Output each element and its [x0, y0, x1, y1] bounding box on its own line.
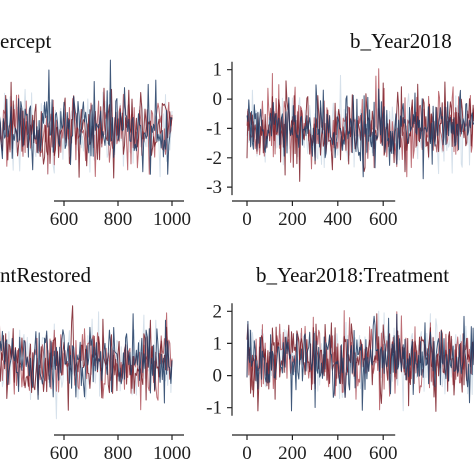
- panel-title-year2018: b_Year2018: [350, 29, 452, 53]
- x-ticks-treatment-restored: 600 800 1000: [50, 443, 191, 464]
- x-tick-label: 600: [369, 209, 398, 230]
- x-tick-label: 400: [324, 209, 353, 230]
- y-tick-label: -2: [206, 148, 222, 169]
- panel-intercept: ercept 600 800 1000: [0, 29, 191, 230]
- traces-intercept: [0, 59, 173, 179]
- panel-treatment-restored: ntRestored 600 800 1000: [0, 263, 191, 464]
- traces-year2018-treatment: [246, 310, 474, 412]
- y-tick-label: -1: [206, 118, 222, 139]
- y-ticks-year2018-treatment: 2 1 0 -1: [206, 301, 222, 418]
- chain-trace-3: [0, 305, 173, 411]
- x-tick-label: 200: [278, 209, 307, 230]
- panel-title-treatment-restored: ntRestored: [0, 263, 91, 287]
- x-ticks-year2018-treatment: 0 200 400 600: [242, 443, 397, 464]
- chain-trace-2: [246, 68, 474, 178]
- traces-year2018: [246, 68, 474, 182]
- x-tick-label: 600: [369, 443, 398, 464]
- y-tick-label: 0: [213, 89, 223, 110]
- chain-trace-4: [246, 313, 474, 412]
- axis-year2018: [227, 61, 396, 206]
- x-tick-label: 600: [50, 209, 79, 230]
- panel-year2018: b_Year2018 0 200 400 600 1 0 -1 -2 -3: [206, 29, 474, 230]
- x-ticks-year2018: 0 200 400 600: [242, 209, 397, 230]
- x-tick-label: 0: [242, 443, 252, 464]
- axis-intercept: [54, 200, 184, 206]
- chain-trace-3: [0, 81, 173, 179]
- x-tick-label: 0: [242, 209, 252, 230]
- y-tick-label: 2: [213, 301, 223, 322]
- y-tick-label: 1: [213, 333, 223, 354]
- chain-trace-4: [0, 59, 173, 175]
- x-tick-label: 800: [104, 443, 133, 464]
- chain-trace-3: [246, 313, 474, 412]
- x-tick-label: 200: [278, 443, 307, 464]
- panel-title-year2018-treatment: b_Year2018:Treatment: [256, 263, 449, 287]
- y-tick-label: -3: [206, 177, 222, 198]
- axis-year2018-treatment: [227, 303, 396, 440]
- y-ticks-year2018: 1 0 -1 -2 -3: [206, 60, 222, 198]
- x-tick-label: 400: [324, 443, 353, 464]
- x-tick-label: 1000: [153, 209, 191, 230]
- x-tick-label: 1000: [153, 443, 191, 464]
- traces-treatment-restored: [0, 305, 173, 420]
- chain-trace-4: [246, 84, 474, 180]
- y-tick-label: -1: [206, 398, 222, 419]
- y-tick-label: 1: [213, 60, 223, 81]
- chain-trace-4: [0, 313, 173, 404]
- y-tick-label: 0: [213, 366, 223, 387]
- panel-year2018-treatment: b_Year2018:Treatment 0 200 400 600 2 1 0 -1: [206, 263, 474, 464]
- axis-treatment-restored: [54, 434, 184, 440]
- x-tick-label: 800: [104, 209, 133, 230]
- x-ticks-intercept: 600 800 1000: [50, 209, 191, 230]
- x-tick-label: 600: [50, 443, 79, 464]
- panel-title-intercept: ercept: [0, 29, 51, 53]
